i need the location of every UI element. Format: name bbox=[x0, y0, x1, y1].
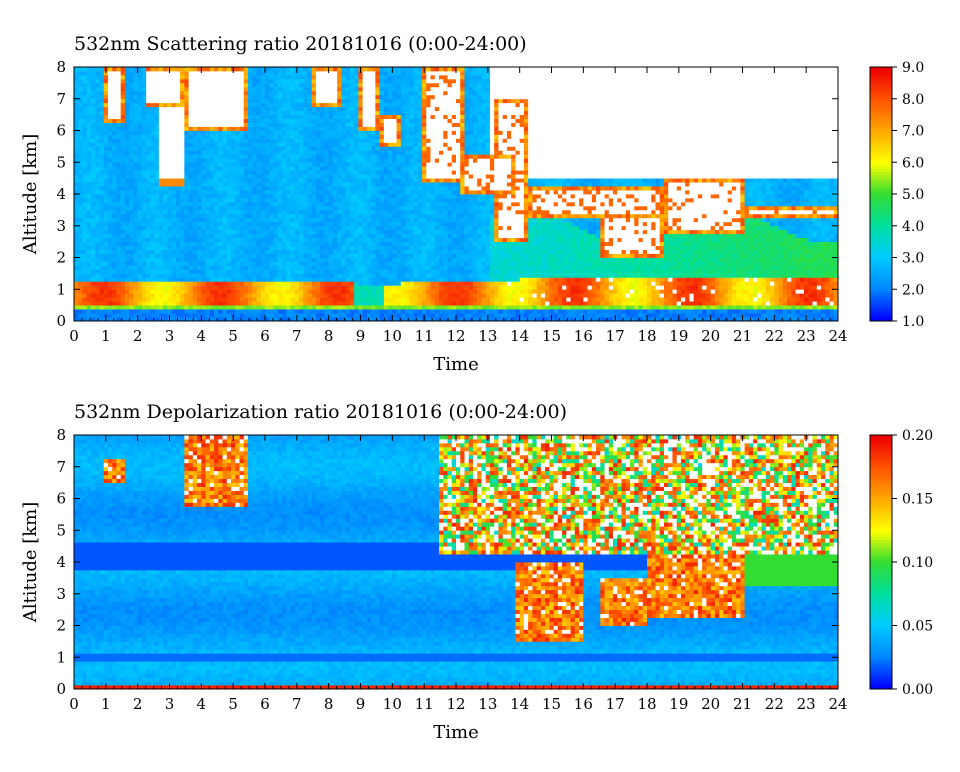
x-tick-label: 5 bbox=[228, 695, 238, 713]
x-tick-label: 6 bbox=[260, 327, 270, 345]
x-tick-label: 1 bbox=[101, 327, 111, 345]
depolarization-ratio-panel: 532nm Depolarization ratio 20181016 (0:0… bbox=[0, 388, 960, 768]
y-tick-label: 3 bbox=[56, 217, 66, 235]
colorbar bbox=[870, 67, 892, 321]
y-tick-label: 0 bbox=[56, 680, 66, 698]
x-tick-label: 12 bbox=[446, 695, 465, 713]
x-tick-label: 23 bbox=[797, 695, 816, 713]
colorbar-tick-label: 4.0 bbox=[902, 219, 924, 235]
y-tick-label: 1 bbox=[56, 648, 66, 666]
x-tick-label: 4 bbox=[197, 695, 207, 713]
x-tick-label: 22 bbox=[765, 695, 784, 713]
x-tick-label: 24 bbox=[828, 695, 847, 713]
x-tick-label: 10 bbox=[383, 327, 402, 345]
x-tick-label: 4 bbox=[197, 327, 207, 345]
y-axis-label: Altitude [km] bbox=[20, 502, 41, 624]
y-tick-label: 8 bbox=[56, 426, 66, 444]
colorbar-tick-label: 0.05 bbox=[902, 619, 933, 635]
scattering-ratio-panel: 532nm Scattering ratio 20181016 (0:00-24… bbox=[0, 20, 960, 400]
chart-title: 532nm Scattering ratio 20181016 (0:00-24… bbox=[74, 33, 527, 55]
x-tick-label: 21 bbox=[733, 327, 752, 345]
colorbar-tick-label: 0.15 bbox=[902, 492, 933, 508]
colorbar bbox=[870, 435, 892, 689]
x-tick-label: 18 bbox=[637, 327, 656, 345]
x-tick-label: 1 bbox=[101, 695, 111, 713]
y-tick-label: 5 bbox=[56, 153, 66, 171]
x-tick-label: 7 bbox=[292, 327, 302, 345]
x-tick-label: 16 bbox=[574, 327, 593, 345]
x-tick-label: 24 bbox=[828, 327, 847, 345]
x-tick-label: 15 bbox=[542, 695, 561, 713]
x-tick-label: 0 bbox=[69, 327, 79, 345]
y-tick-label: 6 bbox=[56, 490, 66, 508]
chart-svg: 532nm Scattering ratio 20181016 (0:00-24… bbox=[0, 20, 960, 400]
heatmap-field bbox=[74, 67, 838, 321]
x-tick-label: 8 bbox=[324, 695, 334, 713]
x-tick-label: 7 bbox=[292, 695, 302, 713]
x-tick-label: 3 bbox=[165, 695, 175, 713]
x-tick-label: 9 bbox=[356, 695, 366, 713]
y-tick-label: 5 bbox=[56, 521, 66, 539]
x-axis-label: Time bbox=[433, 722, 478, 743]
x-tick-label: 2 bbox=[133, 327, 143, 345]
x-tick-label: 13 bbox=[478, 327, 497, 345]
colorbar-tick-label: 1.0 bbox=[902, 314, 924, 330]
colorbar-tick-label: 7.0 bbox=[902, 124, 924, 140]
y-tick-label: 7 bbox=[56, 458, 66, 476]
y-tick-label: 4 bbox=[56, 185, 66, 203]
x-tick-label: 5 bbox=[228, 327, 238, 345]
y-axis-label: Altitude [km] bbox=[20, 134, 41, 256]
x-tick-label: 14 bbox=[510, 327, 529, 345]
x-tick-label: 11 bbox=[415, 327, 434, 345]
x-tick-label: 17 bbox=[606, 327, 625, 345]
colorbar-tick-label: 0.00 bbox=[902, 682, 933, 698]
y-tick-label: 0 bbox=[56, 312, 66, 330]
chart-title: 532nm Depolarization ratio 20181016 (0:0… bbox=[74, 401, 567, 423]
colorbar-tick-label: 0.10 bbox=[902, 555, 933, 571]
y-tick-label: 7 bbox=[56, 90, 66, 108]
x-tick-label: 11 bbox=[415, 695, 434, 713]
colorbar-tick-label: 0.20 bbox=[902, 428, 933, 444]
x-tick-label: 10 bbox=[383, 695, 402, 713]
x-tick-label: 0 bbox=[69, 695, 79, 713]
x-tick-label: 12 bbox=[446, 327, 465, 345]
x-tick-label: 21 bbox=[733, 695, 752, 713]
y-tick-label: 2 bbox=[56, 617, 66, 635]
x-tick-label: 6 bbox=[260, 695, 270, 713]
y-tick-label: 1 bbox=[56, 280, 66, 298]
x-tick-label: 3 bbox=[165, 327, 175, 345]
x-tick-label: 18 bbox=[637, 695, 656, 713]
x-tick-label: 14 bbox=[510, 695, 529, 713]
colorbar-tick-label: 3.0 bbox=[902, 251, 924, 267]
x-tick-label: 22 bbox=[765, 327, 784, 345]
colorbar-tick-label: 2.0 bbox=[902, 282, 924, 298]
x-tick-label: 23 bbox=[797, 327, 816, 345]
chart-svg: 532nm Depolarization ratio 20181016 (0:0… bbox=[0, 388, 960, 768]
x-tick-label: 17 bbox=[606, 695, 625, 713]
x-tick-label: 16 bbox=[574, 695, 593, 713]
colorbar-tick-label: 9.0 bbox=[902, 60, 924, 76]
y-tick-label: 6 bbox=[56, 122, 66, 140]
colorbar-tick-label: 5.0 bbox=[902, 187, 924, 203]
x-tick-label: 20 bbox=[701, 327, 720, 345]
x-tick-label: 2 bbox=[133, 695, 143, 713]
x-tick-label: 13 bbox=[478, 695, 497, 713]
x-tick-label: 19 bbox=[669, 327, 688, 345]
y-tick-label: 4 bbox=[56, 553, 66, 571]
x-tick-label: 8 bbox=[324, 327, 334, 345]
colorbar-tick-label: 6.0 bbox=[902, 155, 924, 171]
heatmap-field bbox=[74, 435, 838, 689]
x-tick-label: 9 bbox=[356, 327, 366, 345]
y-tick-label: 3 bbox=[56, 585, 66, 603]
x-axis-label: Time bbox=[433, 354, 478, 375]
x-tick-label: 19 bbox=[669, 695, 688, 713]
y-tick-label: 2 bbox=[56, 249, 66, 267]
y-tick-label: 8 bbox=[56, 58, 66, 76]
colorbar-tick-label: 8.0 bbox=[902, 92, 924, 108]
x-tick-label: 15 bbox=[542, 327, 561, 345]
x-tick-label: 20 bbox=[701, 695, 720, 713]
